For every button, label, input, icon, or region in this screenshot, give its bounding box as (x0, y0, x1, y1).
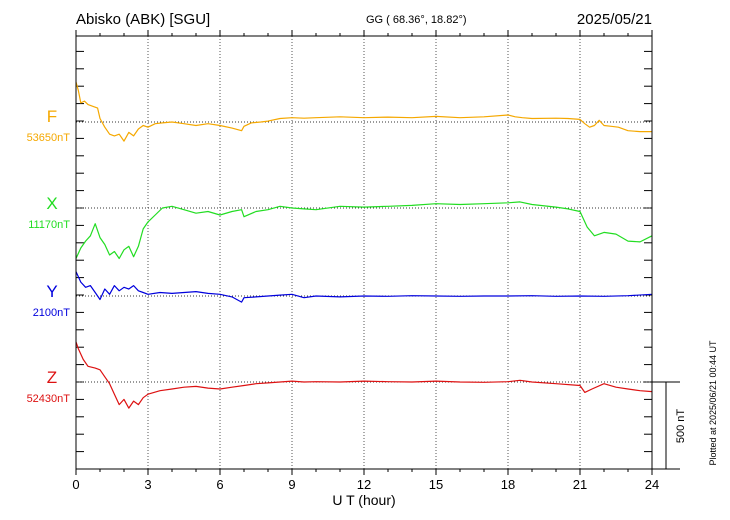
x-tick-label: 21 (573, 477, 587, 492)
x-tick-label: 3 (144, 477, 151, 492)
x-tick-label: 18 (501, 477, 515, 492)
series-labels: F 53650nT X 11170nT Y 2100nT Z 52430nT (27, 107, 71, 405)
series-line-x (75, 201, 653, 260)
series-baseline-f: 53650nT (27, 132, 71, 144)
series-baseline-y: 2100nT (33, 307, 71, 319)
x-tick-label: 6 (216, 477, 223, 492)
right-minor-ticks (644, 50, 652, 470)
x-tick-label: 9 (288, 477, 295, 492)
series-name-x: X (46, 194, 57, 213)
x-tick-label: 24 (645, 477, 659, 492)
plotted-note: Plotted at 2025/06/21 00:44 UT (708, 340, 718, 466)
scale-bar-label: 500 nT (675, 409, 687, 444)
x-tick-label: 15 (429, 477, 443, 492)
series-name-z: Z (47, 368, 57, 387)
scale-bar: 500 nT (652, 381, 687, 470)
series-name-f: F (47, 107, 57, 126)
x-tick-label: 12 (357, 477, 371, 492)
grid-lines (75, 30, 653, 475)
series-lines (75, 81, 653, 409)
x-tick-labels: 0 3 6 9 12 15 18 21 24 (72, 477, 659, 492)
series-baseline-z: 52430nT (27, 393, 71, 405)
series-baseline-x: 11170nT (28, 219, 70, 231)
left-minor-ticks (76, 50, 84, 470)
coords-label: GG ( 68.36°, 18.82°) (366, 14, 467, 26)
x-axis-label: U T (hour) (332, 492, 395, 508)
date-label: 2025/05/21 (577, 11, 652, 28)
series-line-z (75, 341, 653, 409)
series-line-f (75, 81, 652, 142)
plot-frame (75, 35, 653, 470)
station-title: Abisko (ABK) [SGU] (76, 11, 210, 28)
series-line-y (75, 271, 653, 303)
x-tick-label: 0 (72, 477, 79, 492)
series-name-y: Y (46, 282, 57, 301)
